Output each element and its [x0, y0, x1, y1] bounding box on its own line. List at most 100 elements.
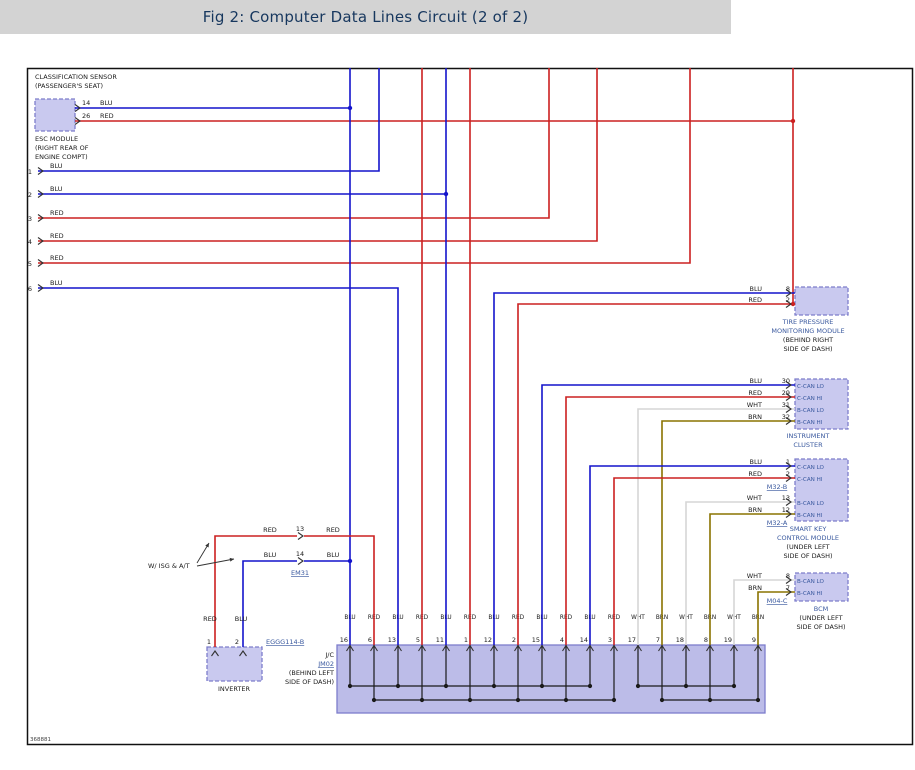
cluster-pin-32-color: BRN — [748, 413, 762, 421]
pointer-arrowhead — [229, 557, 234, 562]
tpms-pin-2: 2 — [786, 296, 790, 304]
jm02-pin-arrow — [346, 644, 354, 652]
pointer-arrowhead — [205, 543, 209, 548]
junction-dot — [347, 105, 353, 111]
jm02-pin-arrow — [706, 644, 714, 652]
bcm-loc-2: SIDE OF DASH) — [796, 623, 845, 631]
cluster-pin-30: 30 — [782, 377, 790, 385]
bcm-box — [794, 572, 849, 602]
bcm-bcan-hi: B-CAN HI — [797, 591, 823, 597]
connector-arrow — [74, 117, 81, 125]
inverter-pin-2: 2 — [235, 638, 239, 646]
wire-tpms-blu — [493, 292, 795, 645]
em31-splice-13: 13 — [296, 525, 304, 533]
jm02-pin-arrow — [490, 644, 498, 652]
smartkey-name-1: SMART KEY — [790, 525, 827, 533]
tpms-loc-2: SIDE OF DASH) — [783, 345, 832, 353]
wire-smartkey-blu — [589, 465, 795, 645]
connector-arrow — [37, 237, 44, 245]
classification-sensor-label-1: CLASSIFICATION SENSOR — [35, 73, 117, 81]
connector-arrow — [211, 650, 219, 657]
jm02-junction-dot — [659, 697, 665, 703]
cluster-ccan-hi: C-CAN HI — [797, 396, 823, 402]
smartkey-pin-12: 12 — [782, 506, 790, 514]
jm02-pin-arrow — [634, 644, 642, 652]
jm02-pin-number: 7 — [656, 636, 660, 644]
smartkey-box — [794, 458, 849, 522]
connector-arrow — [37, 190, 44, 198]
junction-dot — [443, 191, 449, 197]
jm02-pin-number: 8 — [704, 636, 708, 644]
connector-arrow — [785, 588, 792, 596]
jm02-pin-number: 16 — [340, 636, 348, 644]
connector-arrow — [785, 576, 792, 584]
jm02-loc-1: (BEHIND LEFT — [289, 669, 334, 677]
jm02-pin-arrow — [394, 644, 402, 652]
cluster-pin-31: 31 — [782, 401, 790, 409]
connector-arrow — [37, 167, 44, 175]
connector-arrow — [785, 300, 792, 308]
esc-pin-6: 6 — [28, 285, 32, 293]
wire-splice-red-to-jm02 — [304, 535, 375, 645]
classification-pin-26-color: RED — [100, 112, 114, 120]
esc-module-label-1: ESC MODULE — [35, 135, 78, 143]
jm02-pin-arrow — [754, 644, 762, 652]
smartkey-bcan-hi: B-CAN HI — [797, 513, 823, 519]
inverter-connector[interactable]: EGGG114-B — [266, 638, 304, 646]
wire-smartkey-red — [613, 477, 795, 645]
jm02-loc-2: SIDE OF DASH) — [285, 678, 334, 686]
classification-sensor-box — [34, 98, 76, 132]
jm02-junction-dot — [611, 697, 617, 703]
cluster-name-2: CLUSTER — [793, 441, 823, 449]
connector-arrow — [297, 532, 304, 540]
jm02-junction-dot — [419, 697, 425, 703]
classification-pin-14: 14 — [82, 99, 90, 107]
wire-smartkey-brn — [709, 513, 795, 645]
jm02-pin-arrow — [610, 644, 618, 652]
jm02-pin-arrow — [514, 644, 522, 652]
tpms-loc-1: (BEHIND RIGHT — [783, 336, 833, 344]
jm02-pin-number: 5 — [416, 636, 420, 644]
connector-arrow — [785, 405, 792, 413]
connector-arrow — [239, 650, 247, 657]
jm02-pin-number: 17 — [628, 636, 636, 644]
tpms-name-2: MONITORING MODULE — [771, 327, 844, 335]
figure-title-bar: Fig 2: Computer Data Lines Circuit (2 of… — [0, 0, 731, 34]
esc-pin-3: 3 — [28, 215, 32, 223]
jm02-pin-arrow — [562, 644, 570, 652]
jm02-junction-dot — [563, 697, 569, 703]
esc-pin-1-color: BLU — [50, 162, 63, 170]
tpms-pin-8-color: BLU — [749, 285, 762, 293]
cluster-ccan-lo: C-CAN LO — [797, 384, 825, 390]
esc-pin-4: 4 — [28, 238, 32, 246]
inverter-blu-label: BLU — [235, 615, 248, 623]
smartkey-loc-2: SIDE OF DASH) — [783, 552, 832, 560]
bcm-bcan-lo: B-CAN LO — [797, 579, 824, 585]
figure-title: Fig 2: Computer Data Lines Circuit (2 of… — [202, 8, 529, 26]
jm02-junction-dot — [443, 683, 449, 689]
smartkey-m32a[interactable]: M32-A — [767, 519, 788, 527]
jm02-junction-dot — [755, 697, 761, 703]
cluster-pin-31-color: WHT — [747, 401, 762, 409]
connector-arrow — [785, 417, 792, 425]
cluster-pin-32: 32 — [782, 413, 790, 421]
smartkey-pin-13: 13 — [782, 494, 790, 502]
jm02-pin-arrow — [370, 644, 378, 652]
smartkey-m32b[interactable]: M32-B — [767, 483, 787, 491]
esc-module-label-3: ENGINE COMPT) — [35, 153, 88, 161]
bcm-m04c[interactable]: M04-C — [767, 597, 788, 605]
connector-arrow — [785, 474, 792, 482]
jm02-name[interactable]: JM02 — [317, 660, 334, 668]
wire-cluster-wht — [637, 408, 795, 645]
smartkey-name-2: CONTROL MODULE — [777, 534, 839, 542]
bcm-pin-7-color: BRN — [748, 584, 762, 592]
em31-red-right: RED — [326, 526, 340, 534]
esc-pin-3-color: RED — [50, 209, 64, 217]
jm02-junction-dot — [683, 683, 689, 689]
esc-pin-4-color: RED — [50, 232, 64, 240]
smartkey-pin-2: 2 — [786, 470, 790, 478]
em31-label[interactable]: EM31 — [291, 569, 309, 577]
jm02-pin-number: 15 — [532, 636, 540, 644]
jm02-pin-arrow — [538, 644, 546, 652]
connector-arrow — [37, 284, 44, 292]
